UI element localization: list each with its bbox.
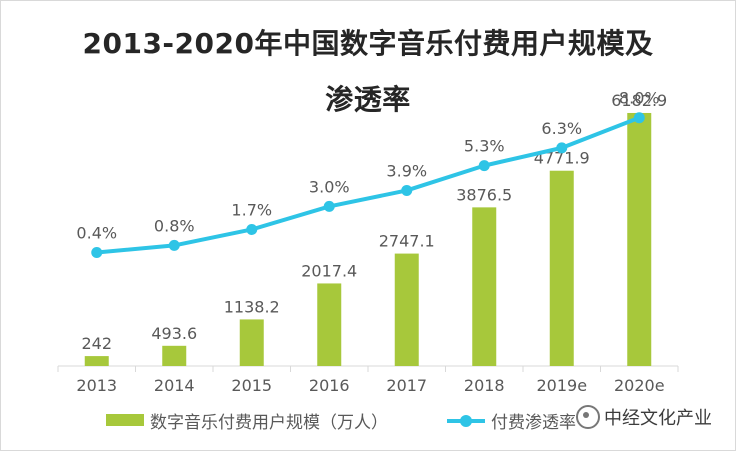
bar-2017: [394, 253, 419, 366]
line-point-2020e: [633, 112, 645, 124]
chart-title-line-1: 2013-2020年中国数字音乐付费用户规模及: [82, 27, 654, 60]
line-label-2018: 5.3%: [464, 137, 505, 156]
legend-bar-swatch: [106, 414, 144, 426]
bar-label-2017: 2747.1: [379, 232, 435, 251]
line-point-2015: [246, 223, 258, 235]
line-point-2014: [168, 239, 180, 251]
bar-label-2015: 1138.2: [224, 297, 280, 316]
legend-bar-label: 数字音乐付费用户规模（万人）: [150, 412, 388, 433]
line-label-2015: 1.7%: [231, 200, 272, 219]
bar-2016: [317, 283, 342, 366]
bar-label-2014: 493.6: [151, 324, 197, 343]
bar-label-2013: 242: [81, 334, 112, 353]
line-label-2019e: 6.3%: [541, 119, 582, 138]
line-point-2018: [478, 160, 490, 172]
bar-label-2016: 2017.4: [301, 261, 357, 280]
line-label-2020e: 8.0%: [619, 89, 660, 108]
line-point-2016: [323, 200, 335, 212]
watermark: 中经文化产业: [576, 404, 712, 430]
x-tick-label-2014: 2014: [154, 376, 195, 395]
x-tick-label-2013: 2013: [76, 376, 117, 395]
legend-line-label: 付费渗透率: [491, 412, 576, 433]
bar-label-2018: 3876.5: [456, 185, 512, 204]
bar-2019e: [549, 170, 574, 366]
line-point-2013: [91, 247, 103, 259]
x-tick-label-2020e: 2020e: [614, 376, 665, 395]
line-series-penetration: [96, 115, 640, 255]
line-label-2017: 3.9%: [386, 161, 427, 180]
line-point-2019e: [556, 142, 568, 154]
bar-label-2020e: 6182.9: [611, 91, 667, 110]
bar-2014: [162, 345, 187, 366]
bar-2020e: [627, 112, 652, 366]
bar-2015: [239, 319, 264, 366]
line-label-2013: 0.4%: [76, 224, 117, 243]
legend-line-swatch: [447, 414, 485, 427]
bar-2018: [472, 207, 497, 366]
chart-title-line-2: 渗透率: [325, 83, 411, 116]
wechat-channel-icon: [576, 405, 600, 429]
bar-2013: [84, 356, 109, 366]
x-tick-label-2017: 2017: [386, 376, 427, 395]
bar-label-2019e: 4771.9: [534, 149, 590, 168]
x-tick-label-2018: 2018: [464, 376, 505, 395]
watermark-text: 中经文化产业: [604, 408, 712, 429]
line-label-2014: 0.8%: [154, 216, 195, 235]
x-tick-label-2019e: 2019e: [536, 376, 587, 395]
line-label-2016: 3.0%: [309, 177, 350, 196]
x-tick-label-2016: 2016: [309, 376, 350, 395]
legend-item-bar: 数字音乐付费用户规模（万人）: [106, 408, 388, 433]
line-point-2017: [401, 184, 413, 196]
legend-item-line: 付费渗透率: [447, 408, 576, 433]
x-tick-label-2015: 2015: [231, 376, 272, 395]
